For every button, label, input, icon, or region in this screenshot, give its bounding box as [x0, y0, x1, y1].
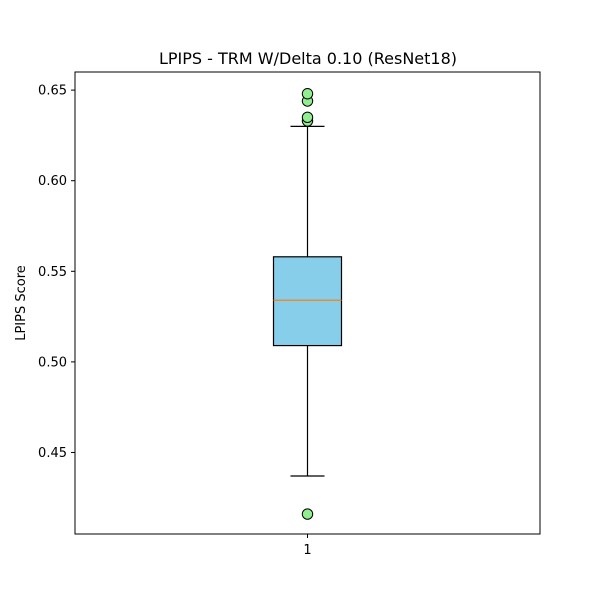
y-tick-label: 0.50: [38, 355, 67, 370]
plot-area: 0.45 0.50 0.55 0.60 0.65 1: [38, 71, 541, 558]
y-tick-label: 0.60: [38, 174, 67, 189]
y-tick-label: 0.55: [38, 265, 67, 280]
y-tick-label: 0.45: [38, 446, 67, 461]
box-iqr: [272, 256, 343, 347]
outlier-point: [301, 88, 314, 100]
y-axis-label: LPIPS Score: [14, 265, 29, 341]
y-tick-label: 0.65: [38, 84, 67, 99]
x-tick-label: 1: [303, 543, 311, 558]
outlier-point: [301, 508, 314, 520]
chart-title: LPIPS - TRM W/Delta 0.10 (ResNet18): [159, 49, 457, 68]
outlier-point: [301, 111, 314, 123]
